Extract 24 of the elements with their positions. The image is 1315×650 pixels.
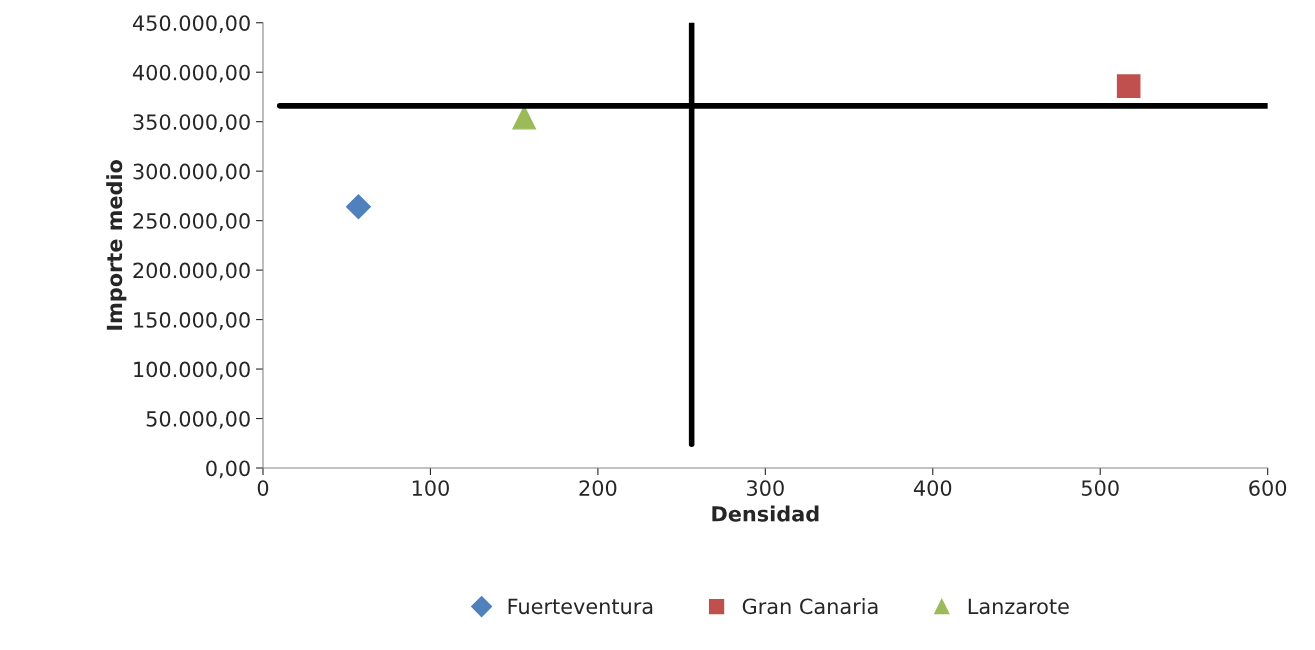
x-tick-label: 600 bbox=[1249, 480, 1287, 496]
x-tick-label: 500 bbox=[1081, 480, 1119, 496]
x-tick-label: 300 bbox=[747, 480, 784, 496]
x-tick-label: 100 bbox=[412, 480, 449, 496]
legend-label: Lanzarote bbox=[968, 598, 1069, 615]
y-tick-label: 400.000,00 bbox=[132, 64, 250, 83]
legend-label: Gran Canaria bbox=[742, 598, 878, 615]
legend-label: Fuerteventura bbox=[508, 598, 653, 615]
point bbox=[1116, 74, 1141, 98]
y-tick-label: 300.000,00 bbox=[133, 163, 250, 182]
y-tick-label: 0,00 bbox=[206, 460, 250, 479]
y-tick-label: 50.000,00 bbox=[146, 410, 250, 429]
x-tick-label: 200 bbox=[579, 480, 617, 496]
y-tick-label: 450.000,00 bbox=[132, 15, 250, 34]
point bbox=[345, 194, 371, 220]
y-tick-label: 350.000,00 bbox=[133, 114, 250, 133]
y-tick-label: 250.000,00 bbox=[133, 213, 250, 231]
y-axis-title: Importe medio bbox=[106, 160, 127, 330]
x-tick-label: 400 bbox=[913, 480, 952, 496]
y-tick-label: 100.000,00 bbox=[134, 361, 250, 380]
x-axis-title: Densidad bbox=[712, 505, 819, 522]
y-tick-label: 150.000,00 bbox=[134, 312, 250, 330]
x-tick-label: 0 bbox=[257, 480, 269, 496]
y-tick-label: 200.000,00 bbox=[133, 262, 250, 281]
